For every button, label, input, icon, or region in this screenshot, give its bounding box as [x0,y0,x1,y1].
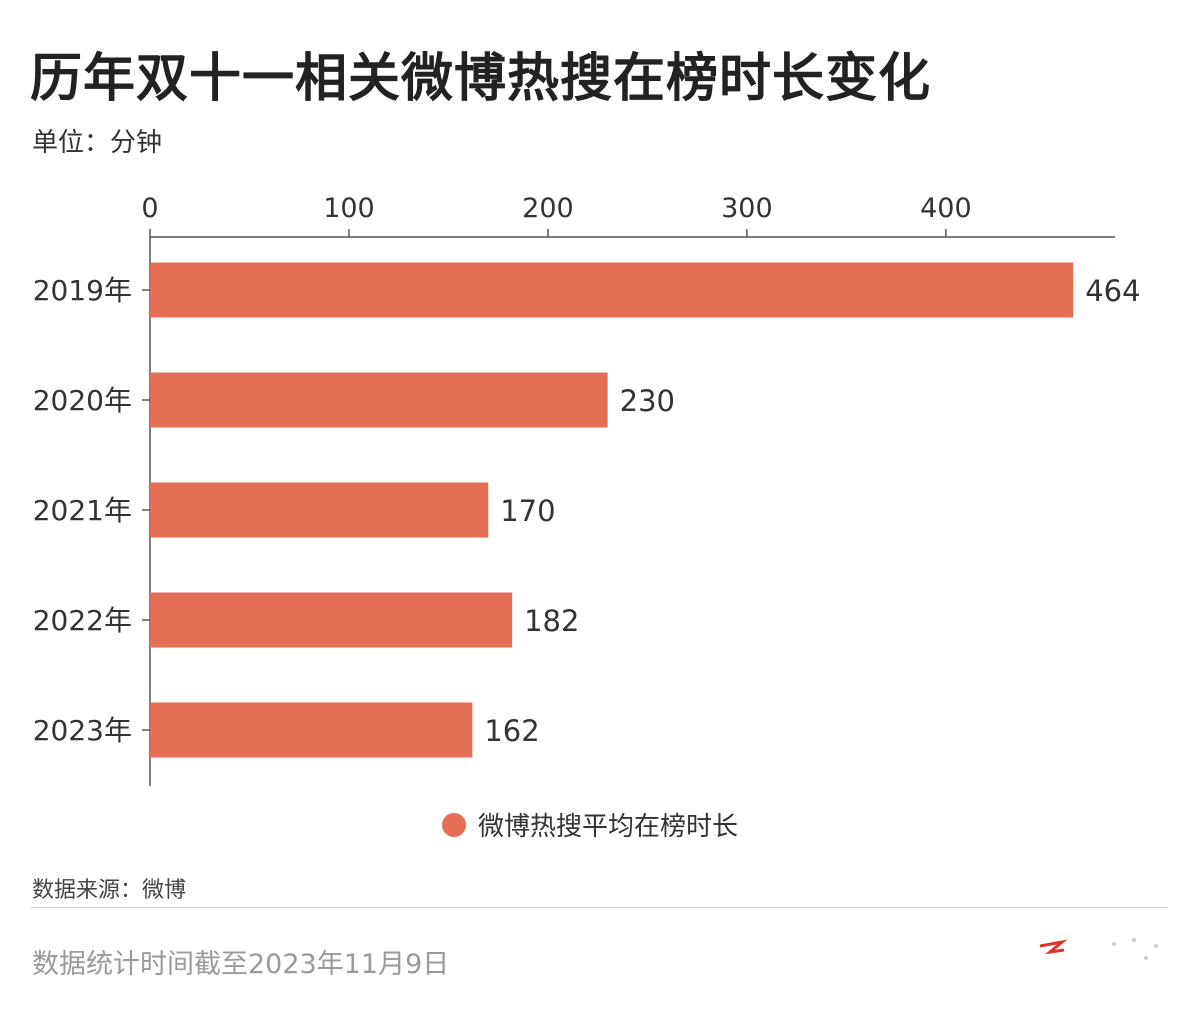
data-source: 数据来源：微博 [32,878,187,903]
y-tick-label: 2021年 [33,494,132,527]
legend-swatch [442,812,466,837]
bar-value-label: 162 [484,714,539,748]
y-tick-label: 2019年 [33,274,132,307]
bar [150,262,1074,318]
legend-label: 微博热搜平均在榜时长 [478,812,739,842]
footnote: 数据统计时间截至2023年11月9日 [32,949,450,980]
x-tick-label: 400 [920,193,972,224]
legend: 微博热搜平均在榜时长 [442,806,738,843]
bar [150,482,489,538]
x-tick-label: 0 [141,193,158,224]
bar-value-label: 170 [500,494,555,528]
bar-value-label: 464 [1085,274,1140,308]
y-tick-label: 2022年 [33,604,132,637]
divider [30,907,1168,908]
watermark-logo [1039,938,1158,960]
y-tick-label: 2023年 [33,714,132,747]
bar [150,702,473,758]
bar-value-label: 230 [620,384,675,418]
x-tick-label: 200 [522,193,574,224]
bar [150,592,513,648]
bar-chart: 0 100 200 300 400 2019年 464 2020年 230 2021年 170 202… [33,193,1141,786]
x-tick-label: 300 [721,193,773,224]
y-tick-label: 2020年 [33,384,132,417]
chart-title: 历年双十一相关微博热搜在榜时长变化 [30,49,932,109]
x-tick-label: 100 [323,193,375,224]
bar-value-label: 182 [524,604,579,638]
unit-label: 单位：分钟 [32,128,163,158]
bar [150,372,608,428]
